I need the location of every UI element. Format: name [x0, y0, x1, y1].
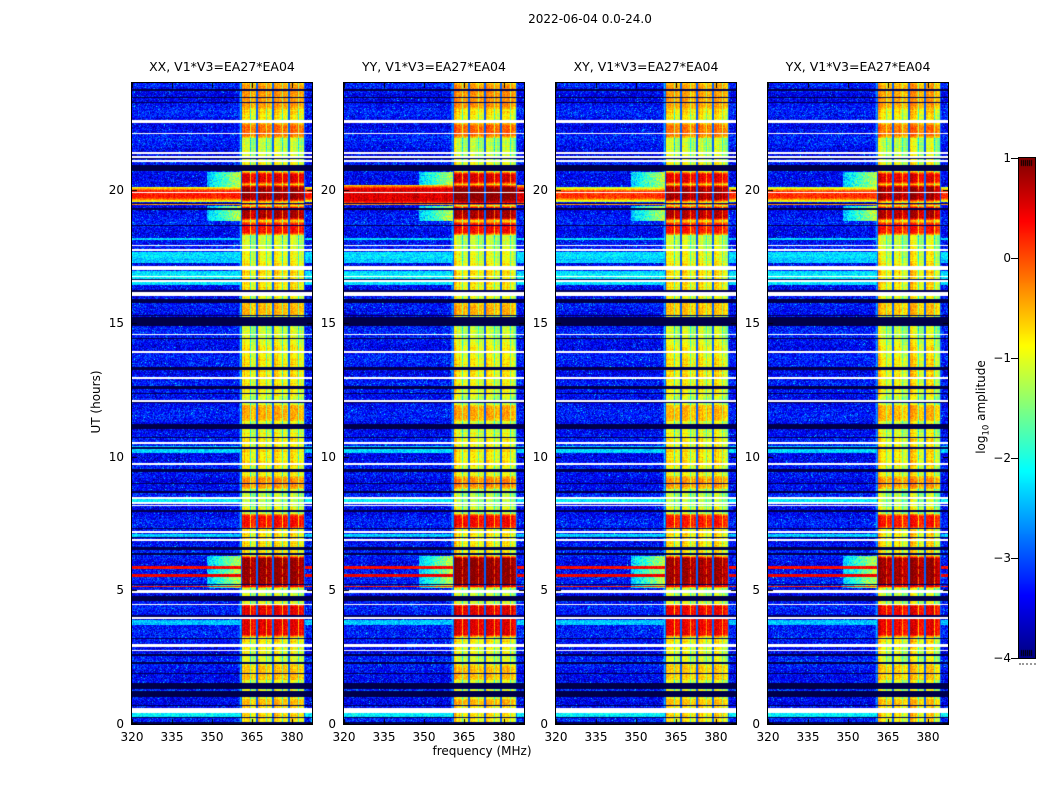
colorbar-tick-mark [1011, 658, 1018, 659]
colorbar-minor-dots [1019, 663, 1036, 665]
colorbar-tick-mark [1011, 258, 1018, 259]
figure-title: 2022-06-04 0.0-24.0 [528, 12, 652, 26]
y-tick-label: 15 [320, 316, 336, 331]
y-tick-label: 5 [752, 583, 760, 598]
panel-xx: XX, V1*V3=EA27*EA04 0 5 10 15 20 320 335 350 365… [109, 59, 313, 744]
panel-title-xx: XX, V1*V3=EA27*EA04 [149, 59, 295, 74]
colorbar-tick-mark [1011, 558, 1018, 559]
spectrogram-canvas-yx [767, 82, 949, 725]
spectrogram-canvas-xx [131, 82, 313, 725]
panel-title-yy: YY, V1*V3=EA27*EA04 [362, 59, 506, 74]
x-tick-label: 365 [664, 730, 688, 744]
x-tick-label: 350 [624, 730, 648, 744]
colorbar-tick-label: 1 [1003, 151, 1011, 165]
y-tick-label: 15 [108, 316, 124, 331]
x-tick-label: 380 [492, 730, 516, 744]
x-tick-label: 320 [120, 730, 144, 744]
y-tick-label: 5 [116, 583, 124, 598]
y-tick-label: 20 [532, 182, 548, 197]
x-tick-label: 320 [756, 730, 780, 744]
colorbar-tick-mark [1011, 458, 1018, 459]
colorbar-tick-label: 0 [1003, 251, 1011, 265]
x-tick-label: 365 [452, 730, 476, 744]
colorbar-tick-label: −4 [993, 651, 1011, 665]
x-tick-label: 350 [412, 730, 436, 744]
panel-title-yx: YX, V1*V3=EA27*EA04 [785, 59, 931, 74]
y-tick-label: 0 [540, 717, 548, 731]
x-tick-label: 320 [332, 730, 356, 744]
colorbar-tick-mark [1011, 358, 1018, 359]
y-tick-label: 0 [116, 717, 124, 731]
x-tick-label: 365 [876, 730, 900, 744]
y-tick-label: 5 [328, 583, 336, 598]
x-tick-label: 320 [544, 730, 568, 744]
x-axis-label: frequency (MHz) [432, 744, 532, 758]
colorbar-gradient [1018, 157, 1036, 659]
y-tick-label: 10 [320, 449, 336, 464]
y-tick-label: 5 [540, 583, 548, 598]
x-tick-label: 380 [916, 730, 940, 744]
y-tick-label: 10 [744, 449, 760, 464]
x-tick-label: 380 [280, 730, 304, 744]
x-tick-label: 380 [704, 730, 728, 744]
y-tick-label: 15 [532, 316, 548, 331]
panel-yy: YY, V1*V3=EA27*EA04 0 5 10 15 20 320 335 350 365… [321, 59, 525, 744]
x-tick-label: 350 [200, 730, 224, 744]
x-tick-label: 365 [240, 730, 264, 744]
colorbar-tick-mark [1011, 158, 1018, 159]
x-tick-label: 335 [372, 730, 396, 744]
spectrogram-canvas-xy [555, 82, 737, 725]
y-tick-label: 0 [752, 717, 760, 731]
panel-yx: YX, V1*V3=EA27*EA04 0 5 10 15 20 320 335 350 365… [745, 59, 949, 744]
y-tick-label: 10 [532, 449, 548, 464]
y-tick-label: 10 [108, 449, 124, 464]
colorbar-label: log10 amplitude [974, 347, 992, 467]
colorbar-tick-label: −1 [993, 351, 1011, 365]
colorbar-tick-label: −2 [993, 451, 1011, 465]
colorbar: 1 0 −1 −2 −3 −4 log10 amplitude [974, 151, 1036, 665]
x-tick-label: 335 [160, 730, 184, 744]
x-tick-label: 335 [584, 730, 608, 744]
colorbar-label-prefix: log [974, 435, 988, 454]
x-tick-label: 335 [796, 730, 820, 744]
panel-title-xy: XY, V1*V3=EA27*EA04 [573, 59, 719, 74]
x-tick-label: 350 [836, 730, 860, 744]
spectrogram-canvas-yy [343, 82, 525, 725]
colorbar-label-suffix: amplitude [974, 360, 988, 425]
colorbar-tick-label: −3 [993, 551, 1011, 565]
y-tick-label: 0 [328, 717, 336, 731]
y-tick-label: 20 [108, 182, 124, 197]
y-tick-label: 20 [744, 182, 760, 197]
y-tick-label: 15 [744, 316, 760, 331]
colorbar-label-sub: 10 [981, 424, 992, 436]
y-tick-label: 20 [320, 182, 336, 197]
panel-xy: XY, V1*V3=EA27*EA04 0 5 10 15 20 320 335 350 365… [533, 59, 737, 744]
